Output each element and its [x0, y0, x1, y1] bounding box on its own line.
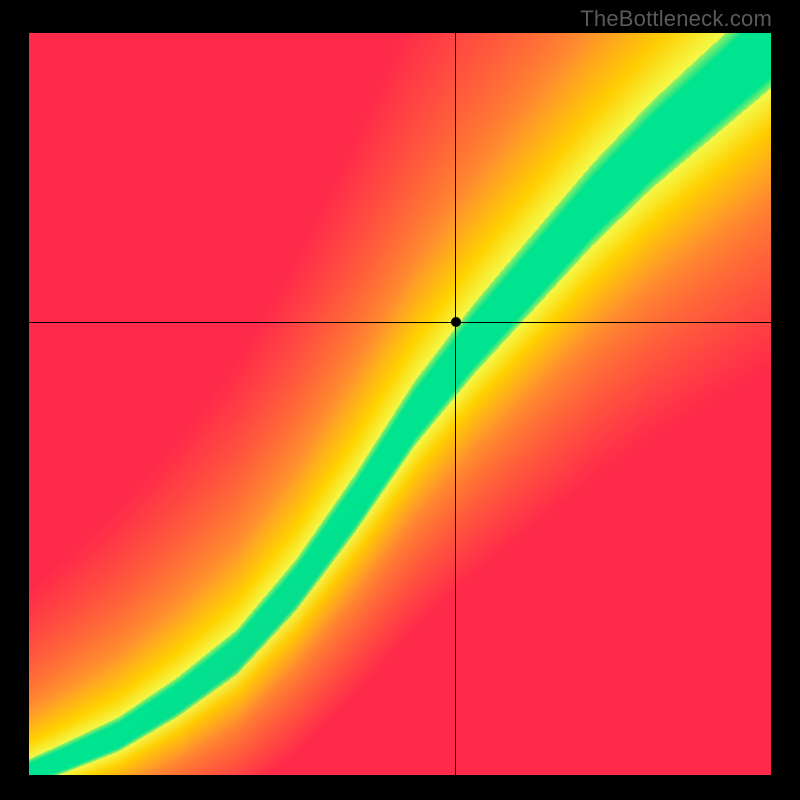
crosshair-marker-dot: [451, 317, 461, 327]
bottleneck-heatmap: [29, 33, 771, 775]
watermark-text: TheBottleneck.com: [580, 6, 772, 32]
crosshair-vertical-line: [455, 33, 456, 775]
crosshair-horizontal-line: [29, 322, 771, 323]
heatmap-canvas: [29, 33, 771, 775]
